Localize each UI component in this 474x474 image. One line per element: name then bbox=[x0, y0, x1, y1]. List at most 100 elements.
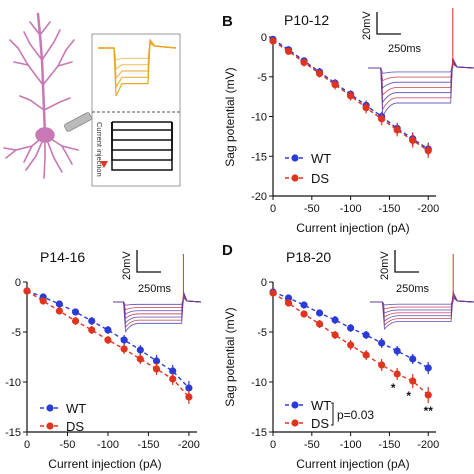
y-axis-label: Sag potential (mV) bbox=[223, 67, 237, 166]
x-axis-label: Current injection (pA) bbox=[296, 457, 409, 471]
data-point-ds bbox=[424, 391, 432, 399]
inset-traces bbox=[368, 8, 474, 117]
scale-bar-time-label: 250ms bbox=[396, 283, 430, 295]
data-point-wt bbox=[378, 339, 386, 347]
x-tick-label: 0 bbox=[270, 439, 276, 451]
legend-marker bbox=[46, 422, 54, 430]
panel-letter: B bbox=[222, 13, 233, 30]
data-point-ds bbox=[347, 341, 355, 349]
y-tick-label: -10 bbox=[251, 377, 267, 389]
data-point-ds bbox=[104, 336, 112, 344]
data-point-ds bbox=[315, 320, 324, 328]
y-tick-label: -5 bbox=[257, 327, 267, 339]
data-point-ds bbox=[409, 377, 417, 385]
data-point-wt bbox=[136, 346, 144, 354]
inset-trace bbox=[113, 293, 202, 320]
legend-marker bbox=[291, 401, 299, 409]
y-tick-label: -10 bbox=[5, 377, 21, 389]
y-tick-label: 0 bbox=[261, 32, 267, 44]
x-tick-label: -200 bbox=[417, 203, 439, 215]
data-point-wt bbox=[152, 357, 161, 365]
data-point-ds bbox=[169, 375, 177, 383]
y-tick-label: -5 bbox=[11, 327, 21, 339]
x-tick-label: -200 bbox=[178, 439, 200, 451]
legend-label-ds: DS bbox=[311, 416, 329, 431]
x-tick-label: -50 bbox=[60, 439, 76, 451]
neuron-illustration bbox=[3, 12, 79, 179]
panel-title: P10-12 bbox=[284, 12, 329, 28]
data-point-wt bbox=[424, 364, 432, 372]
x-tick-label: 0 bbox=[270, 203, 276, 215]
data-point-ds bbox=[152, 365, 161, 373]
inset-trace bbox=[370, 293, 474, 318]
data-point-ds bbox=[136, 355, 144, 363]
voltage-trace bbox=[98, 38, 177, 97]
legend-label-wt: WT bbox=[311, 151, 331, 166]
data-point-ds bbox=[39, 297, 47, 305]
legend-label-wt: WT bbox=[66, 401, 86, 416]
y-tick-label: -15 bbox=[251, 151, 267, 163]
legend-label-ds: DS bbox=[311, 171, 329, 186]
scale-bar bbox=[376, 12, 401, 35]
data-point-wt bbox=[393, 347, 401, 355]
data-point-ds bbox=[88, 326, 96, 334]
panel-title: P14-16 bbox=[40, 249, 85, 265]
data-point-ds bbox=[120, 345, 128, 353]
data-point-wt bbox=[362, 331, 370, 339]
data-point-wt bbox=[71, 308, 80, 316]
data-point-ds bbox=[362, 104, 370, 112]
data-point-ds bbox=[284, 47, 293, 55]
legend-label-ds: DS bbox=[66, 419, 84, 434]
data-point-wt bbox=[409, 355, 417, 363]
y-tick-label: -15 bbox=[251, 427, 267, 439]
data-point-ds bbox=[393, 126, 401, 134]
data-point-ds bbox=[393, 370, 401, 378]
data-point-ds bbox=[378, 115, 386, 123]
scale-bar bbox=[394, 250, 419, 273]
data-point-ds bbox=[347, 92, 355, 100]
data-point-ds bbox=[284, 299, 293, 307]
inset-trace bbox=[113, 297, 202, 306]
series-line-wt bbox=[26, 290, 190, 389]
legend-marker bbox=[291, 419, 299, 427]
data-point-ds bbox=[55, 307, 63, 315]
current-injection-label: Current injection bbox=[95, 122, 104, 177]
data-point-ds bbox=[424, 147, 432, 155]
inset-traces bbox=[113, 254, 202, 334]
current-step bbox=[111, 122, 173, 171]
legend-marker bbox=[291, 154, 299, 162]
data-point-ds bbox=[409, 136, 417, 144]
inset-traces bbox=[370, 254, 474, 331]
scale-bar-voltage-label: 20mV bbox=[121, 251, 133, 280]
inset-trace bbox=[368, 63, 474, 74]
legend-label-wt: WT bbox=[311, 398, 331, 413]
data-point-ds bbox=[331, 81, 339, 89]
x-axis-label: Current injection (pA) bbox=[48, 457, 161, 471]
data-point-ds bbox=[269, 289, 277, 297]
data-point-ds bbox=[71, 317, 80, 325]
data-point-wt bbox=[55, 300, 63, 308]
data-point-ds bbox=[331, 331, 339, 339]
y-tick-label: 0 bbox=[261, 277, 267, 289]
x-tick-label: -150 bbox=[137, 439, 159, 451]
scale-bar bbox=[136, 250, 161, 273]
significance-marker: ** bbox=[424, 404, 434, 418]
data-point-ds bbox=[185, 393, 193, 401]
inset-trace bbox=[113, 295, 202, 311]
data-point-wt bbox=[88, 317, 96, 325]
legend-marker bbox=[291, 174, 299, 182]
electrode-icon bbox=[64, 112, 92, 132]
inset-trace bbox=[368, 57, 474, 111]
data-point-ds bbox=[300, 58, 308, 67]
inset-trace bbox=[368, 60, 474, 89]
y-tick-label: 0 bbox=[15, 277, 21, 289]
data-point-wt bbox=[284, 294, 293, 302]
x-tick-label: -100 bbox=[97, 439, 119, 451]
p-value-label: p=0.03 bbox=[337, 408, 374, 422]
x-tick-label: -200 bbox=[417, 439, 439, 451]
scale-bar-voltage-label: 20mV bbox=[379, 251, 391, 280]
inset-trace bbox=[113, 291, 202, 334]
x-tick-label: -50 bbox=[304, 439, 320, 451]
significance-marker: * bbox=[406, 389, 411, 403]
